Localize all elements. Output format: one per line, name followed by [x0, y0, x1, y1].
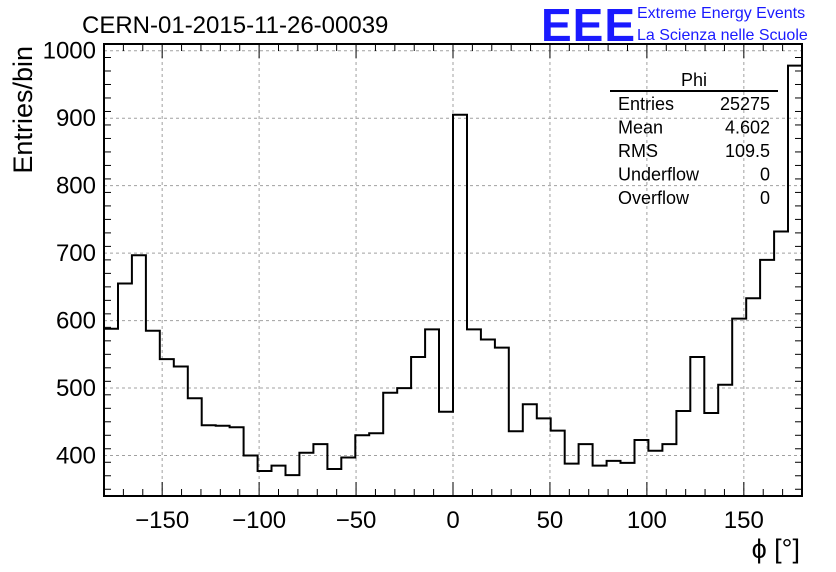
stats-label: RMS [618, 141, 658, 161]
y-tick-label: 800 [56, 173, 96, 200]
stats-box: Phi Entries 25275 Mean 4.602 RMS 109.5 Underfl… [610, 70, 778, 208]
x-tick-label: 0 [446, 507, 459, 534]
x-tick-label: −50 [336, 507, 377, 534]
logo-line-1: Extreme Energy Events [637, 5, 805, 22]
y-tick-label: 400 [56, 443, 96, 470]
stats-value: 25275 [720, 94, 770, 114]
y-tick-label: 1000 [43, 38, 96, 65]
x-tick-label: −150 [135, 507, 189, 534]
logo-mark: EEE [541, 0, 636, 51]
y-tick-label: 600 [56, 308, 96, 335]
y-axis: 400 500 600 700 800 900 1000 [43, 38, 802, 490]
logo-line-2: La Scienza nelle Scuole [637, 27, 808, 44]
x-tick-label: 50 [537, 507, 564, 534]
stats-label: Entries [618, 94, 674, 114]
x-axis: −150 −100 −50 0 50 100 150 [103, 44, 803, 534]
stats-rows: Entries 25275 Mean 4.602 RMS 109.5 Underflow 0 O… [618, 94, 770, 208]
stats-value: 0 [760, 165, 770, 185]
y-tick-label: 900 [56, 105, 96, 132]
stats-label: Underflow [618, 165, 700, 185]
chart-title: CERN-01-2015-11-26-00039 [82, 12, 388, 39]
y-tick-label: 500 [56, 375, 96, 402]
y-tick-label: 700 [56, 240, 96, 267]
stats-value: 0 [760, 188, 770, 208]
histogram-series [104, 64, 802, 477]
stats-title: Phi [681, 70, 707, 90]
y-axis-label: Entries/bin [8, 46, 38, 174]
eee-logo: EEE Extreme Energy Events La Scienza nel… [541, 0, 808, 51]
x-tick-label: 100 [627, 507, 667, 534]
x-tick-label: 150 [724, 507, 764, 534]
stats-label: Overflow [618, 188, 690, 208]
x-tick-label: −100 [232, 507, 286, 534]
stats-value: 4.602 [725, 118, 770, 138]
stats-value: 109.5 [725, 141, 770, 161]
x-axis-label: ϕ [°] [752, 534, 800, 564]
stats-label: Mean [618, 118, 663, 138]
